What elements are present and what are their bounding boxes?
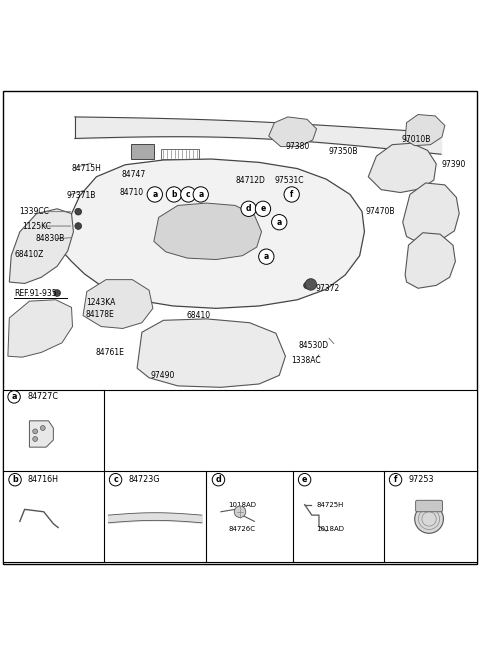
Text: 84761E: 84761E (96, 348, 124, 357)
Circle shape (109, 474, 122, 486)
Text: 97531C: 97531C (275, 176, 304, 185)
Polygon shape (83, 280, 153, 328)
Text: 1018AD: 1018AD (317, 525, 345, 531)
Text: 84178E: 84178E (86, 310, 115, 318)
Circle shape (415, 504, 444, 533)
Circle shape (180, 187, 196, 202)
Text: 97490: 97490 (150, 371, 174, 380)
Text: 84712D: 84712D (235, 176, 265, 185)
FancyBboxPatch shape (131, 143, 154, 159)
Text: 84726C: 84726C (228, 525, 255, 531)
Text: a: a (198, 190, 204, 199)
Text: 84725H: 84725H (317, 502, 344, 508)
Text: 1125KC: 1125KC (22, 221, 51, 231)
Circle shape (305, 278, 317, 290)
Text: c: c (113, 475, 118, 484)
Text: 97253: 97253 (408, 475, 434, 484)
Circle shape (284, 187, 300, 202)
Circle shape (166, 187, 181, 202)
Text: 1338AC: 1338AC (292, 356, 321, 365)
Circle shape (193, 187, 208, 202)
Polygon shape (368, 143, 436, 193)
FancyBboxPatch shape (416, 500, 443, 512)
Text: 84727C: 84727C (27, 392, 58, 402)
Text: f: f (394, 475, 397, 484)
Text: f: f (290, 190, 293, 199)
Polygon shape (403, 183, 459, 244)
Text: 97380: 97380 (286, 142, 310, 151)
Text: 1339CC: 1339CC (19, 207, 49, 216)
Text: 84723G: 84723G (129, 475, 160, 484)
Circle shape (304, 282, 311, 289)
Circle shape (259, 249, 274, 265)
Text: d: d (216, 475, 221, 484)
Text: 97390: 97390 (441, 160, 466, 169)
Text: 1018AD: 1018AD (228, 502, 256, 508)
Circle shape (299, 474, 311, 486)
Text: 84716H: 84716H (28, 475, 59, 484)
Text: 97371B: 97371B (67, 191, 96, 200)
Text: e: e (302, 475, 307, 484)
Text: c: c (186, 190, 191, 199)
Text: 1243KA: 1243KA (86, 298, 115, 307)
FancyBboxPatch shape (3, 90, 477, 565)
Text: 84715H: 84715H (72, 164, 101, 173)
Polygon shape (62, 159, 364, 309)
Circle shape (234, 506, 246, 517)
Circle shape (241, 201, 256, 216)
Text: 97350B: 97350B (328, 147, 358, 156)
Text: e: e (260, 204, 265, 214)
Polygon shape (29, 421, 53, 447)
Text: 68410Z: 68410Z (14, 250, 44, 259)
Circle shape (8, 390, 20, 403)
Circle shape (212, 474, 225, 486)
Text: 84747: 84747 (121, 170, 145, 179)
Circle shape (54, 290, 60, 297)
Polygon shape (154, 203, 262, 259)
Text: b: b (171, 190, 177, 199)
Text: a: a (264, 252, 269, 261)
Polygon shape (9, 209, 73, 284)
Text: b: b (12, 475, 18, 484)
Text: 84830B: 84830B (35, 234, 64, 244)
Circle shape (9, 474, 21, 486)
Text: 97470B: 97470B (365, 207, 395, 216)
Circle shape (75, 208, 82, 215)
Circle shape (147, 187, 162, 202)
Polygon shape (137, 319, 286, 387)
Circle shape (75, 223, 82, 229)
Text: 84530D: 84530D (299, 341, 328, 350)
Text: a: a (12, 392, 17, 402)
Text: 68410: 68410 (186, 311, 211, 320)
Circle shape (33, 437, 37, 441)
Polygon shape (405, 233, 456, 288)
Polygon shape (269, 117, 317, 147)
Text: a: a (276, 217, 282, 227)
Polygon shape (8, 300, 72, 357)
Circle shape (255, 201, 271, 216)
Circle shape (33, 429, 37, 434)
FancyBboxPatch shape (3, 390, 477, 562)
Polygon shape (405, 115, 445, 145)
Circle shape (389, 474, 402, 486)
Text: a: a (152, 190, 157, 199)
Text: 84710: 84710 (120, 187, 144, 196)
Circle shape (40, 426, 45, 430)
Text: 97010B: 97010B (402, 135, 431, 144)
Text: d: d (246, 204, 252, 214)
Text: 97372: 97372 (316, 284, 340, 293)
Circle shape (272, 215, 287, 230)
Text: REF.91-935: REF.91-935 (14, 289, 57, 297)
